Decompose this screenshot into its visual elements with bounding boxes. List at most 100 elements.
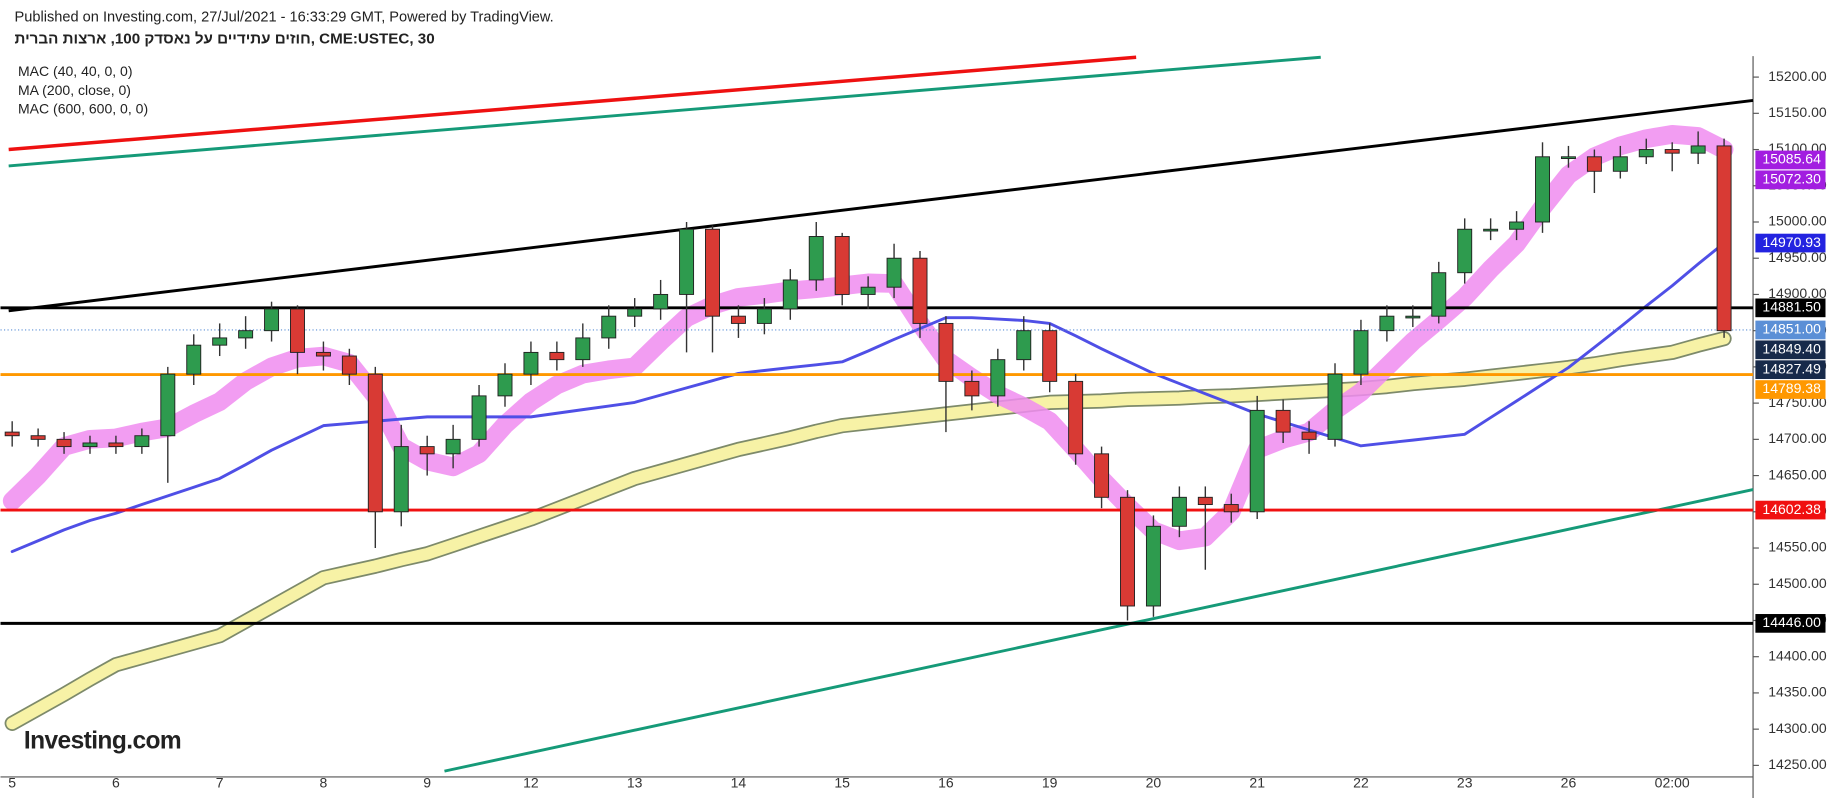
legend-entry: MAC (40, 40, 0, 0) <box>18 63 133 79</box>
y-tick-label: 14300.00 <box>1768 720 1827 736</box>
level-label-bg <box>1755 500 1826 520</box>
x-tick-label: 14 <box>731 775 747 791</box>
candle-body <box>1638 149 1654 158</box>
candle-body <box>1145 525 1161 607</box>
x-tick-label: 19 <box>1042 775 1058 791</box>
candle-body <box>1042 330 1058 382</box>
y-tick-label: 15200.00 <box>1768 68 1827 84</box>
level-label: 14970.93 <box>1762 234 1821 250</box>
x-tick-label: 20 <box>1146 775 1162 791</box>
level-label: 15072.30 <box>1762 171 1821 187</box>
candle-body <box>705 228 720 317</box>
indicator-line <box>6 332 1730 730</box>
level-label: 14881.50 <box>1762 299 1821 315</box>
candle-body <box>419 446 435 455</box>
level-label-bg <box>1755 614 1826 633</box>
y-tick-label: 15000.00 <box>1768 213 1827 229</box>
x-tick-label: 7 <box>216 775 224 791</box>
y-tick-label: 14550.00 <box>1768 539 1827 555</box>
candle-body <box>393 446 409 513</box>
candle-body <box>1379 315 1395 332</box>
x-tick-label: 23 <box>1457 775 1473 791</box>
candle-body <box>497 373 513 397</box>
candle-body <box>290 308 305 353</box>
y-tick-label: 14950.00 <box>1768 249 1827 265</box>
candle-body <box>1327 373 1343 440</box>
logo: Investing.com <box>24 727 181 754</box>
y-tick-label: 14350.00 <box>1768 684 1827 700</box>
candle-body <box>575 337 591 361</box>
candle-body <box>56 438 72 448</box>
candle-body <box>341 355 357 375</box>
x-tick-label: 13 <box>627 775 643 791</box>
candle-body <box>160 373 176 437</box>
axis-layer: 14250.0014300.0014350.0014400.0014450.00… <box>8 68 1827 791</box>
candle-body <box>1405 315 1421 319</box>
x-tick-label: 9 <box>423 775 431 791</box>
trend-line <box>8 55 1321 168</box>
candle-body <box>938 322 954 382</box>
x-tick-label: 02:00 <box>1655 775 1690 791</box>
candle-body <box>212 337 228 346</box>
legend-entry: MA (200, close, 0) <box>18 82 131 98</box>
y-tick-label: 14250.00 <box>1768 756 1827 772</box>
candle-body <box>134 435 150 448</box>
candle-body <box>1094 453 1110 498</box>
candle-body <box>601 315 617 339</box>
level-label-bg <box>1755 380 1826 399</box>
candle-body <box>1586 156 1602 172</box>
x-tick-label: 15 <box>834 775 850 791</box>
candle-body <box>1431 272 1447 317</box>
candle-body <box>1483 228 1499 232</box>
level-label-bg <box>1755 360 1826 380</box>
x-tick-label: 6 <box>112 775 120 791</box>
y-tick-label: 14650.00 <box>1768 466 1827 482</box>
x-tick-label: 5 <box>8 775 16 791</box>
candle-body <box>367 373 383 513</box>
candle-body <box>1068 380 1084 455</box>
candle-layer <box>4 131 1732 621</box>
x-tick-label: 8 <box>320 775 328 791</box>
candle-body <box>1223 504 1239 513</box>
x-tick-label: 21 <box>1249 775 1265 791</box>
candle-body <box>756 308 772 324</box>
level-label: 14446.00 <box>1762 614 1821 630</box>
candle-body <box>1664 149 1680 154</box>
candle-body <box>523 351 539 375</box>
y-tick-label: 14900.00 <box>1768 285 1827 301</box>
candle-body <box>1716 145 1732 332</box>
candle-body <box>1171 496 1187 527</box>
level-label: 14602.38 <box>1762 501 1821 517</box>
candle-body <box>1016 330 1032 361</box>
candle-body <box>1301 431 1317 440</box>
x-tick-label: 12 <box>523 775 539 791</box>
candle-body <box>186 344 202 375</box>
candle-body <box>912 257 928 324</box>
candle-body <box>1120 496 1135 607</box>
x-tick-label: 26 <box>1561 775 1577 791</box>
candle-body <box>886 257 902 288</box>
candle-body <box>549 351 565 361</box>
candle-body <box>1197 496 1213 506</box>
level-label: 15085.64 <box>1762 151 1821 167</box>
indicator-line <box>10 241 1726 554</box>
candle-body <box>471 395 487 440</box>
y-tick-label: 14400.00 <box>1768 647 1827 663</box>
level-label: 14851.00 <box>1762 321 1821 337</box>
level-label-bg <box>1755 170 1826 190</box>
level-label-bg <box>1755 340 1826 360</box>
chart-title: חוזים עתידיים על נאסדק 100, ארצות הברית,… <box>15 31 435 48</box>
candle-body <box>730 315 746 324</box>
trend-lines <box>8 55 1754 773</box>
trend-line <box>8 99 1754 313</box>
candle-body <box>1353 330 1369 375</box>
x-tick-label: 22 <box>1353 775 1369 791</box>
candle-body <box>1612 156 1628 172</box>
level-label-bg <box>1755 320 1826 340</box>
candle-body <box>445 438 461 455</box>
level-label: 14827.49 <box>1762 360 1821 376</box>
candle-body <box>1690 145 1706 154</box>
level-label: 14849.40 <box>1762 341 1821 357</box>
candle-body <box>264 308 280 332</box>
